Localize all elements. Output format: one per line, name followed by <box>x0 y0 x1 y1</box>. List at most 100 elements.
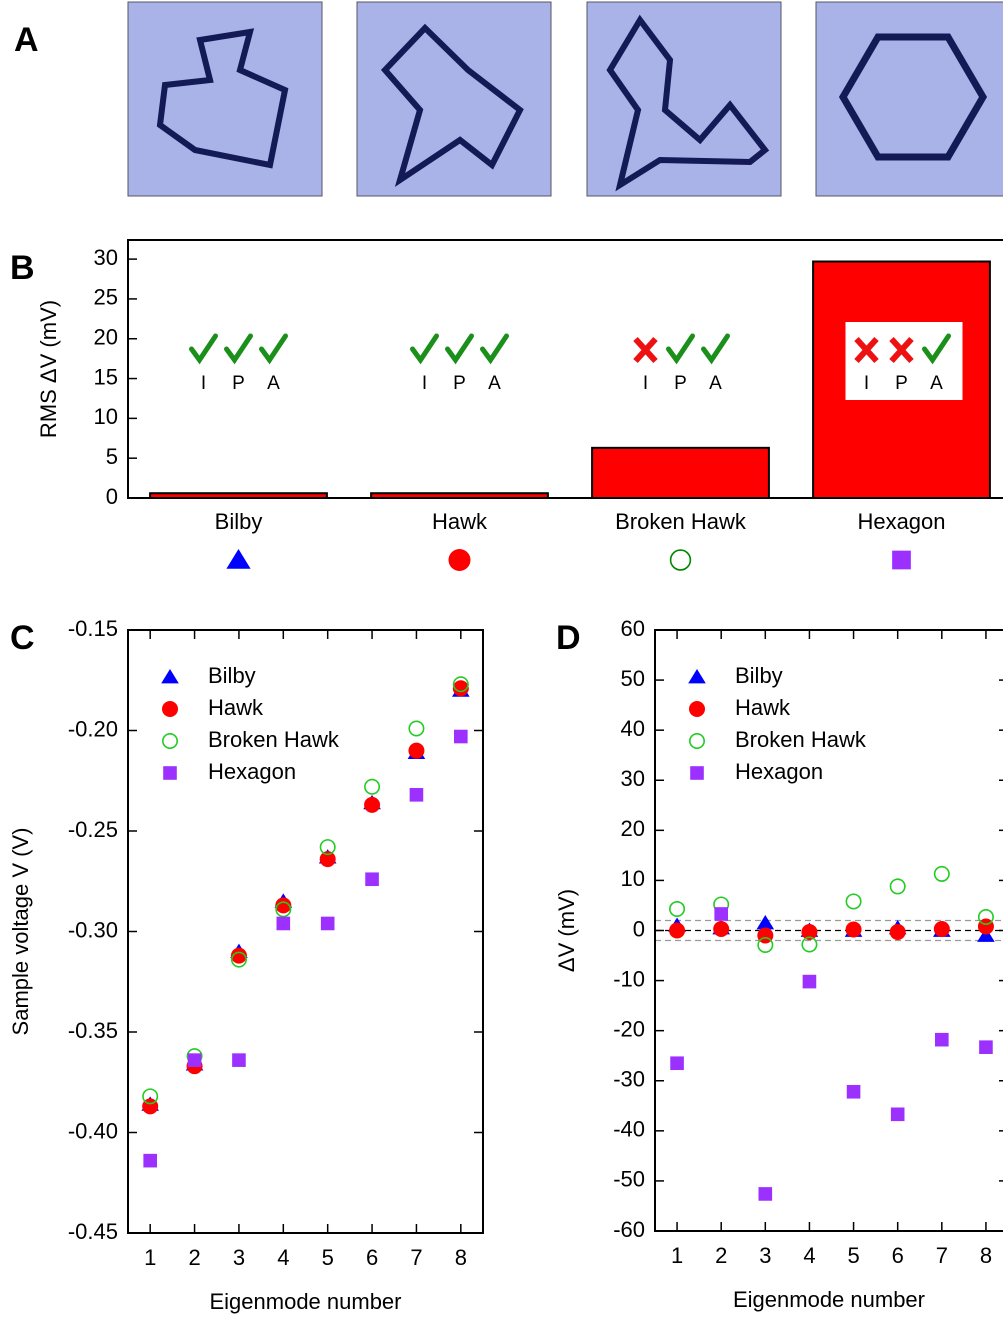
marker-open-circle <box>364 778 381 795</box>
y-tick-label: -10 <box>613 966 645 991</box>
marker-open-circle <box>319 839 336 856</box>
x-tick-label: 2 <box>188 1245 200 1270</box>
marker-open-circle <box>669 549 692 571</box>
y-tick-label: 50 <box>621 666 645 691</box>
criteria-label: A <box>488 373 501 394</box>
marker-square <box>935 1032 949 1047</box>
criteria-label: I <box>422 373 427 394</box>
x-tick-label: 1 <box>144 1245 156 1270</box>
plot-frame <box>654 629 1003 1232</box>
criteria-label: P <box>232 373 245 394</box>
marker-square <box>409 788 424 802</box>
criteria-label: I <box>201 373 206 394</box>
annotation-box <box>845 322 963 400</box>
marker-circle <box>801 924 818 941</box>
legend-label: Broken Hawk <box>735 727 867 752</box>
marker-square <box>187 1053 202 1067</box>
marker-open-circle <box>757 937 774 954</box>
legend-label: Hexagon <box>735 759 823 784</box>
marker-square <box>892 550 911 570</box>
criteria-label: P <box>453 373 466 394</box>
y-tick-label: -0.30 <box>68 917 118 942</box>
marker-circle <box>689 701 705 717</box>
marker-square <box>454 729 468 744</box>
cross-mark <box>854 336 879 364</box>
marker-square <box>758 1187 773 1201</box>
panel-label: C <box>10 619 35 657</box>
criteria-label: P <box>895 373 908 394</box>
x-tick-label: 5 <box>322 1245 334 1270</box>
x-tick-label: 7 <box>936 1243 948 1268</box>
marker-triangle <box>226 549 251 569</box>
y-tick-label: -0.40 <box>68 1118 118 1143</box>
marker-square <box>143 1153 157 1168</box>
marker-circle <box>713 920 730 937</box>
shape-broken-hawk <box>606 14 770 192</box>
x-tick-label: 2 <box>715 1243 727 1268</box>
y-tick-label: -40 <box>613 1117 645 1142</box>
shape-hexagon <box>838 33 988 161</box>
x-tick-label: 5 <box>847 1243 859 1268</box>
panel-label: A <box>14 21 39 59</box>
y-tick-label: -60 <box>613 1217 645 1242</box>
x-tick-label: 3 <box>759 1243 771 1268</box>
y-tick-label: -20 <box>613 1016 645 1041</box>
marker-square <box>232 1053 246 1067</box>
image-broken-hawk <box>586 1 782 197</box>
check-mark <box>259 333 288 365</box>
legend-label: Hexagon <box>208 759 296 784</box>
marker-circle <box>275 897 292 914</box>
check-mark <box>480 333 509 365</box>
marker-circle <box>448 549 471 571</box>
marker-open-circle <box>933 865 950 882</box>
marker-open-circle <box>142 1088 159 1105</box>
plot-frame <box>127 629 484 1234</box>
marker-open-circle <box>669 900 686 917</box>
marker-circle <box>933 920 950 937</box>
shape-hawk <box>380 23 524 188</box>
y-tick-label: 10 <box>94 404 118 429</box>
marker-circle <box>319 851 336 868</box>
x-axis-label: Eigenmode number <box>209 1289 401 1314</box>
y-tick-label: 5 <box>106 444 118 469</box>
x-tick-label: 4 <box>803 1243 815 1268</box>
criteria-label: A <box>930 373 943 394</box>
image-hawk <box>356 1 552 197</box>
marker-open-circle <box>230 951 247 968</box>
x-tick-label: Bilby <box>215 509 263 534</box>
plot-frame <box>127 239 1003 499</box>
x-tick-label: 1 <box>671 1243 683 1268</box>
legend-label: Hawk <box>735 695 791 720</box>
criteria-label: I <box>864 373 869 394</box>
marker-square <box>276 916 291 931</box>
x-tick-label: Broken Hawk <box>615 509 747 534</box>
panel-a-images <box>127 1 1003 197</box>
criteria-label: A <box>267 373 280 394</box>
shape-bilby <box>156 28 289 169</box>
marker-triangle <box>977 927 995 942</box>
marker-square <box>163 766 177 780</box>
marker-triangle <box>161 669 179 684</box>
marker-open-circle <box>845 893 862 910</box>
x-tick-label: 8 <box>455 1245 467 1270</box>
marker-circle <box>669 922 686 939</box>
check-mark <box>410 333 439 365</box>
y-tick-label: -50 <box>613 1167 645 1192</box>
marker-square <box>979 1040 993 1054</box>
image-bilby <box>127 1 323 197</box>
marker-open-circle <box>801 936 818 953</box>
check-mark <box>224 333 253 365</box>
legend-label: Bilby <box>208 663 256 688</box>
y-tick-label: 15 <box>94 364 118 389</box>
y-tick-label: 10 <box>621 866 645 891</box>
marker-circle <box>230 947 247 964</box>
check-mark <box>922 333 951 365</box>
x-tick-label: 6 <box>366 1245 378 1270</box>
criteria-label: A <box>709 373 722 394</box>
marker-circle <box>452 680 469 697</box>
marker-open-circle <box>889 878 906 895</box>
y-tick-label: 30 <box>621 766 645 791</box>
y-axis-label: ΔV (mV) <box>554 889 579 972</box>
marker-circle <box>162 701 178 717</box>
y-tick-label: 0 <box>106 484 118 509</box>
